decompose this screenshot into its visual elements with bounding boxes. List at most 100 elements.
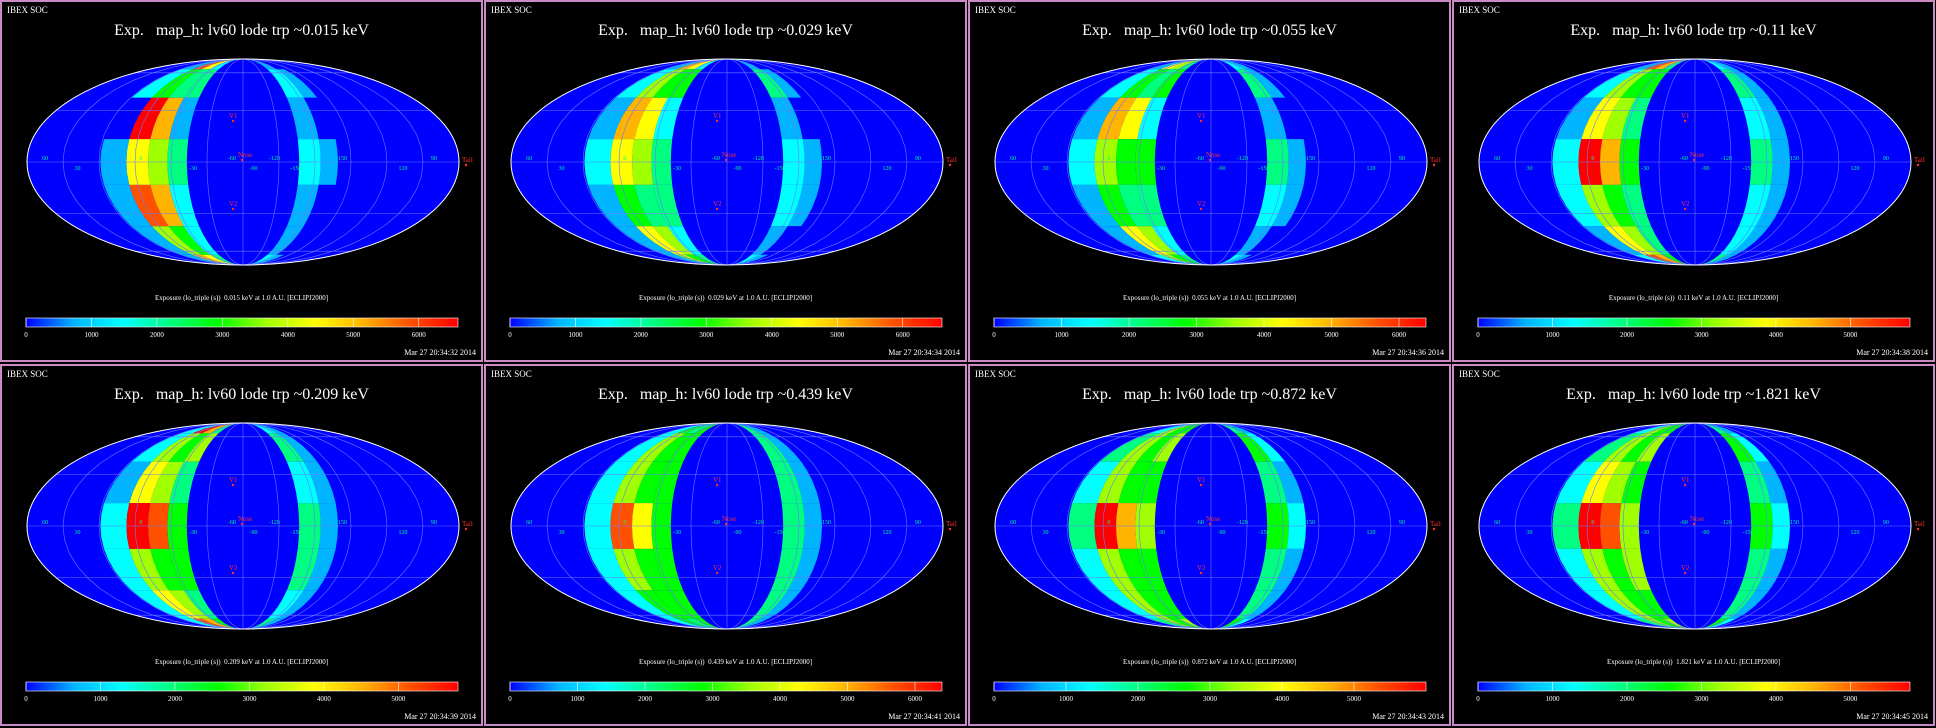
outer-band-left-cell: [1556, 97, 1604, 140]
map-panel: IBEX SOC Exp. map_h: lv60 lode trp ~0.439…: [484, 364, 967, 726]
map-panel: IBEX SOC Exp. map_h: lv60 lode trp ~0.015…: [0, 0, 483, 362]
outer-band-right-cell: [276, 590, 318, 619]
outer-band-left-cell: [665, 423, 727, 434]
colorbar: [993, 317, 1427, 328]
longitude-label: 0: [1591, 156, 1594, 162]
outer-band-right-cell: [243, 618, 285, 629]
outer-band-right-cell: [760, 433, 802, 462]
inner-band-left-cell: [653, 461, 684, 504]
exposure-band-left-cell: [1581, 184, 1621, 227]
longitude-label: 150: [338, 520, 347, 526]
colorbar-tick-label: 5000: [1843, 331, 1858, 339]
longitude-label: -90: [1217, 530, 1225, 536]
peak-band-left-cell: [1620, 433, 1663, 462]
map-outline: [1478, 58, 1912, 266]
outer-band-left-cell: [181, 254, 243, 265]
colorbar-tick-label: 0: [992, 695, 996, 703]
longitude-label: -30: [1157, 166, 1165, 172]
marker-label-v2: V2: [713, 564, 722, 572]
exposure-band-left-cell: [1644, 254, 1695, 265]
marker-dot: [1683, 571, 1687, 575]
colorbar-title: Exposure (lo_triple (s)) 0.015 keV at 1.…: [154, 294, 329, 302]
peak-band-left-cell: [1169, 618, 1211, 629]
map-outline: [26, 58, 460, 266]
outer-band-left-cell: [1633, 59, 1695, 70]
marker-label-v2: V2: [1681, 200, 1690, 208]
outer-band-left-cell: [615, 226, 677, 255]
map-panel: IBEX SOC Exp. map_h: lv60 lode trp ~1.821…: [1452, 364, 1935, 726]
longitude-label: -30: [1641, 530, 1649, 536]
longitude-label: 90: [1399, 156, 1405, 162]
timestamp: Mar 27 20:34:41 2014: [888, 712, 960, 721]
colorbar: [25, 681, 459, 692]
colorbar-tick-label: 1000: [1055, 331, 1070, 339]
outer-band-right-cell: [1695, 59, 1737, 70]
outer-band-right-cell: [1695, 423, 1737, 434]
colorbar-tick-label: 5000: [841, 695, 856, 703]
longitude-label: 0: [1107, 156, 1110, 162]
longitude-label: -90: [249, 166, 257, 172]
peak-band-left-cell: [1620, 590, 1663, 619]
outer-band-right-cell: [760, 69, 802, 98]
marker-label-nose: Nose: [1206, 151, 1220, 159]
outer-band-left-cell: [1072, 548, 1120, 591]
outer-band-left-cell: [131, 590, 193, 619]
marker-dot: [1683, 207, 1687, 211]
exposure-band-left-cell: [1119, 69, 1170, 98]
exposure-band-left-cell: [635, 590, 686, 619]
longitude-label: 90: [431, 520, 437, 526]
longitude-label: 150: [1790, 520, 1799, 526]
exposure-band-left-cell: [1097, 184, 1137, 227]
colorbar-tick-label: 3000: [699, 331, 714, 339]
outer-band-right-cell: [276, 226, 318, 255]
marker-dot: [231, 207, 235, 211]
marker-label-v1: V1: [713, 476, 722, 484]
map-outline: [26, 422, 460, 630]
longitude-label: -150: [1259, 166, 1270, 172]
outer-band-right-cell: [727, 618, 769, 629]
outer-band-left-cell: [615, 590, 677, 619]
colorbar-tick-label: 0: [992, 331, 996, 339]
exposure-band-left-cell: [192, 618, 243, 629]
colorbar-title: Exposure (lo_triple (s)) 0.439 keV at 1.…: [638, 658, 813, 666]
longitude-label: -90: [1701, 166, 1709, 172]
brand-label: IBEX SOC: [491, 5, 532, 15]
inner-band-left-cell: [1621, 548, 1652, 591]
peak-band-left-cell: [1602, 548, 1636, 591]
exposure-band-left-cell: [1160, 254, 1211, 265]
longitude-label: 30: [1527, 530, 1533, 536]
longitude-label: -90: [249, 530, 257, 536]
peak-band-left-cell: [1169, 423, 1211, 434]
longitude-label: -120: [269, 520, 280, 526]
panel-title: Exp. map_h: lv60 lode trp ~0.209 keV: [114, 386, 369, 403]
marker-dot: [715, 483, 719, 487]
outer-band-left-cell: [588, 184, 636, 227]
outer-band-left-cell: [104, 461, 152, 504]
colorbar-tick-label: 5000: [1843, 695, 1858, 703]
marker-label-v2: V2: [229, 564, 238, 572]
colorbar-tick-label: 0: [1476, 331, 1480, 339]
marker-dot: [1199, 119, 1203, 123]
colorbar-tick-label: 6000: [412, 331, 427, 339]
inner-band-left-cell: [694, 254, 727, 265]
peak-band-left-cell: [1602, 97, 1636, 140]
colorbar-tick-label: 1000: [1545, 695, 1560, 703]
colorbar-tick-label: 3000: [1190, 331, 1205, 339]
marker-label-nose: Nose: [1690, 515, 1704, 523]
marker-dot: [1683, 119, 1687, 123]
outer-band-right-cell: [1271, 548, 1304, 591]
longitude-label: 60: [1494, 520, 1500, 526]
colorbar: [509, 317, 943, 328]
inner-band-left-cell: [210, 618, 243, 629]
marker-dot: [724, 158, 728, 162]
outer-band-left-cell: [1072, 97, 1120, 140]
colorbar-tick-label: 5000: [1347, 695, 1362, 703]
inner-band-left-cell: [183, 69, 219, 98]
exposure-band-left-cell: [635, 69, 686, 98]
inner-band-left-cell: [1635, 433, 1671, 462]
inner-band-left-cell: [1137, 184, 1168, 227]
colorbar-tick-label: 1000: [93, 695, 108, 703]
outer-band-right-cell: [1271, 184, 1304, 227]
exposure-band-left-cell: [192, 423, 243, 434]
outer-band-left-cell: [104, 184, 152, 227]
